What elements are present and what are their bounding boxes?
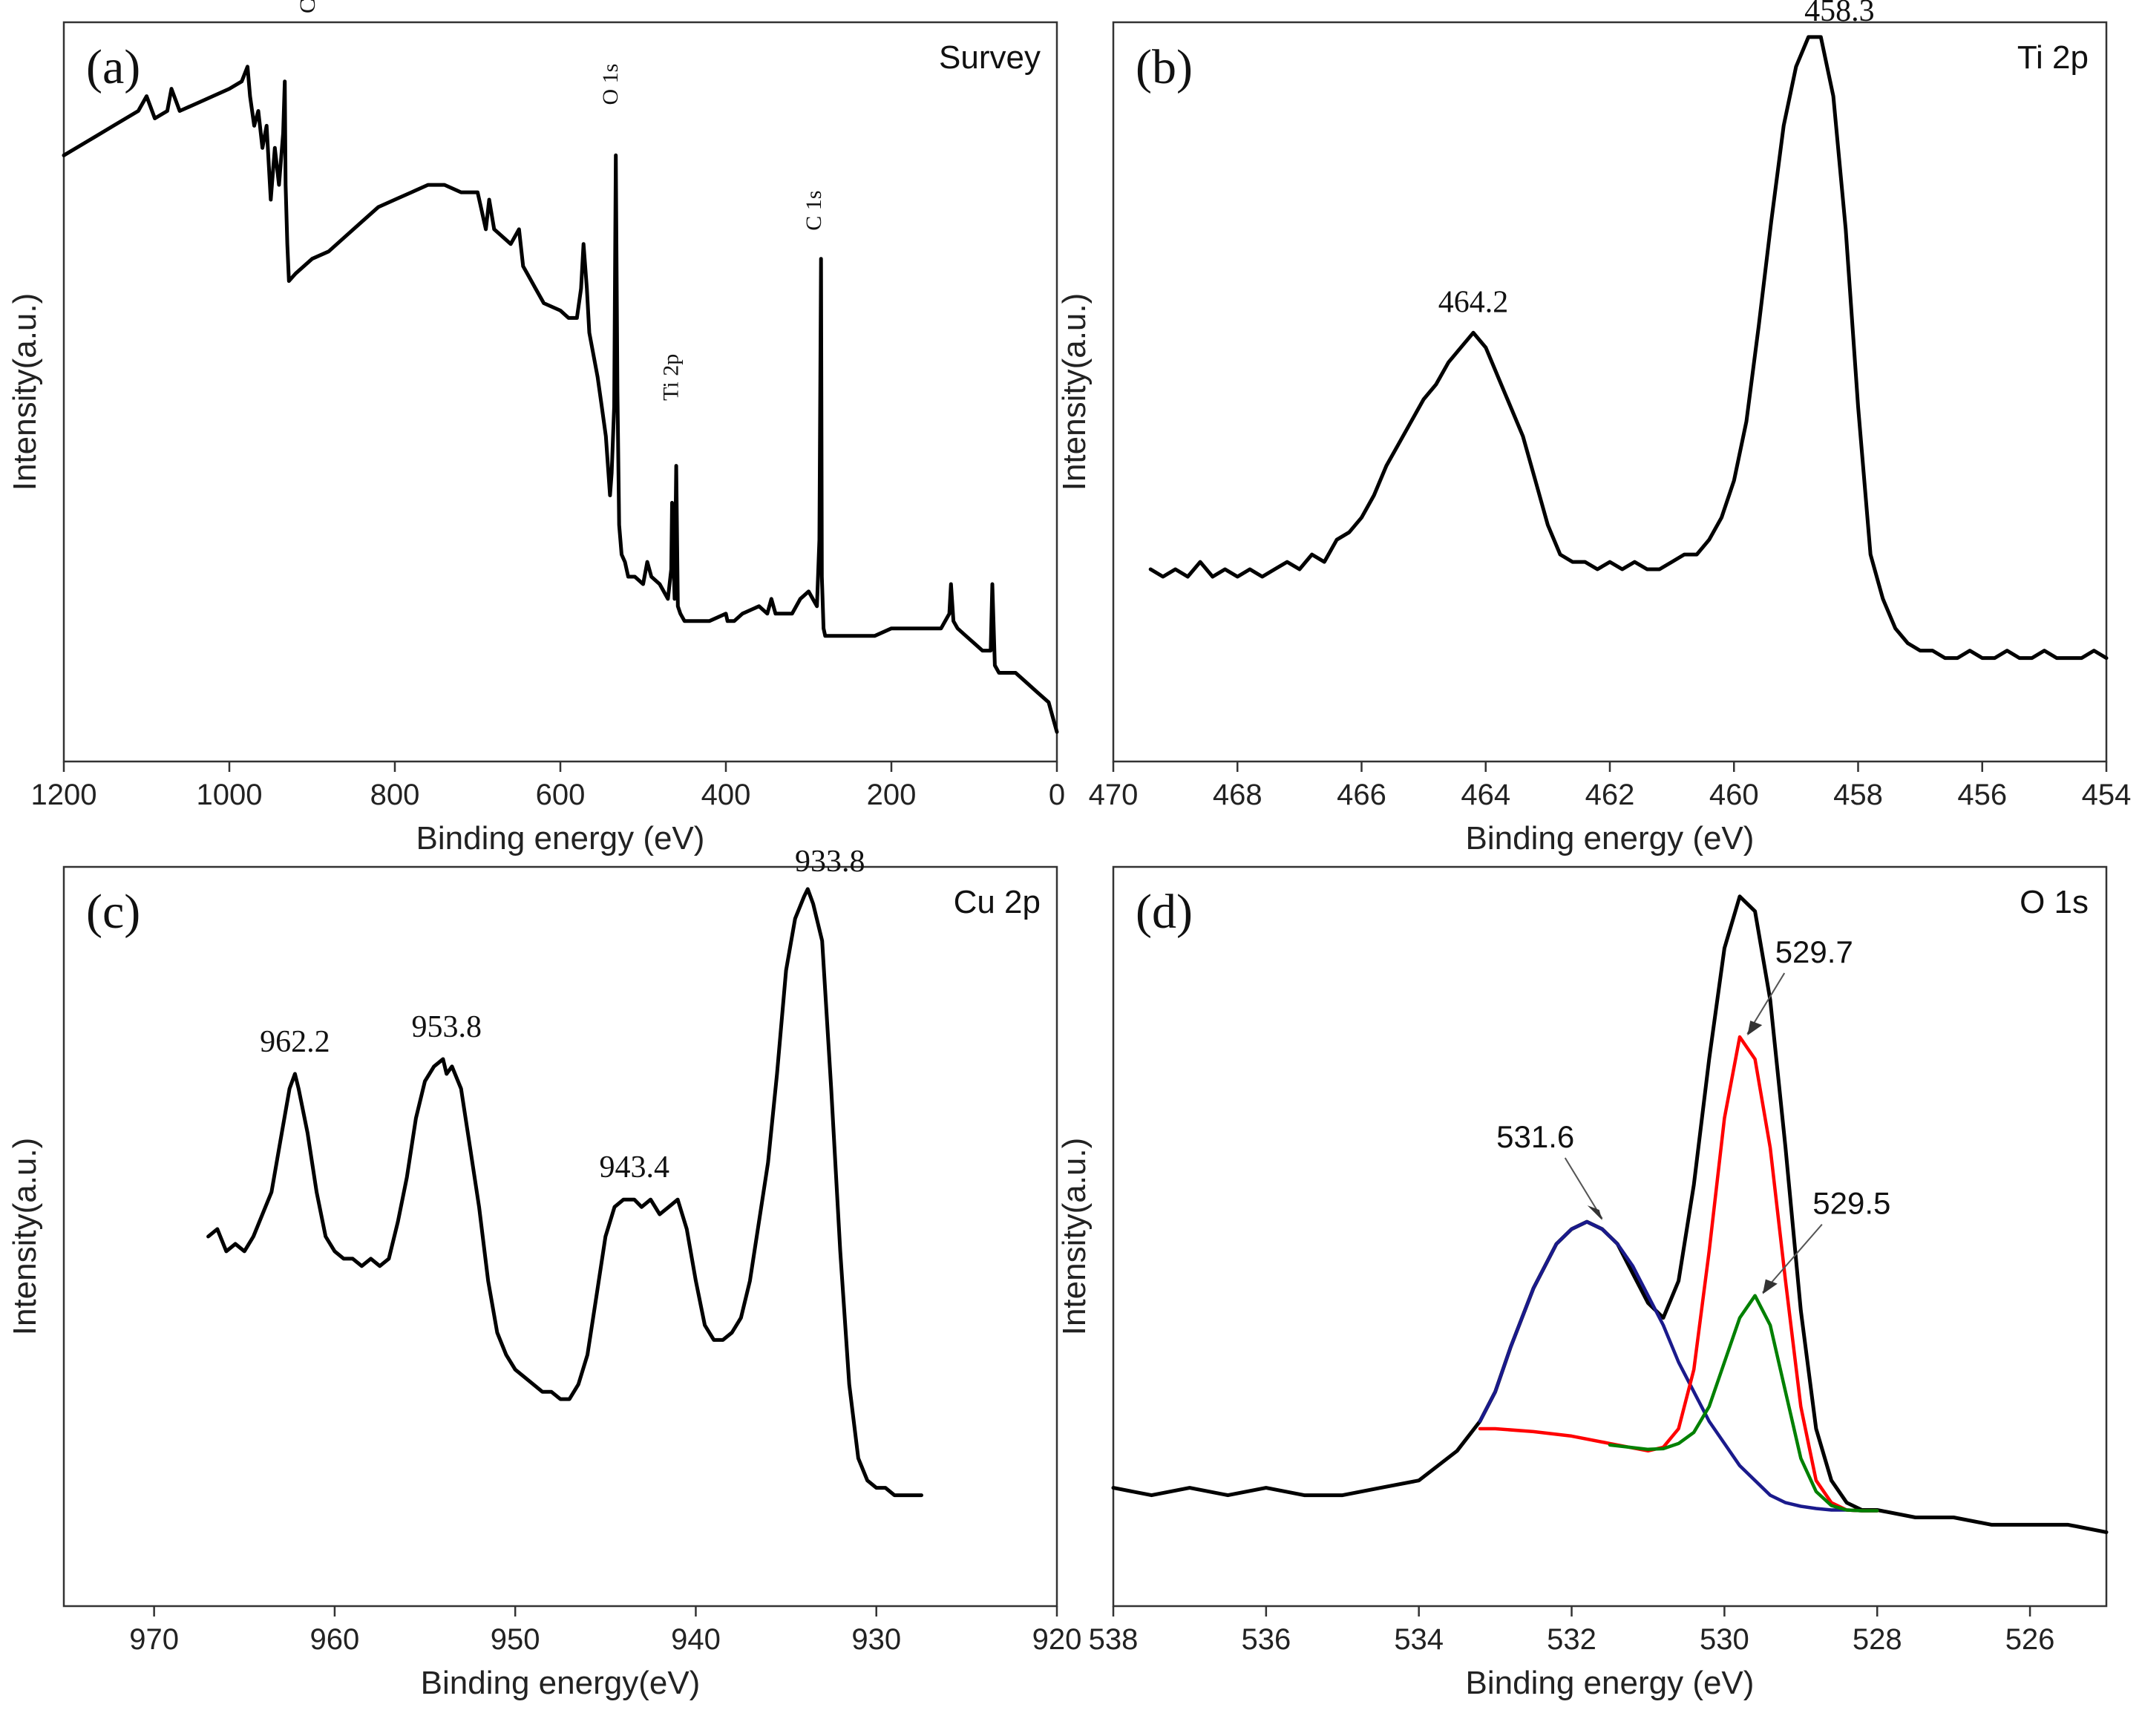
- x-tick-label: 526: [2005, 1623, 2055, 1656]
- peak-label: 933.8: [795, 845, 865, 879]
- x-axis-label: Binding energy (eV): [416, 820, 705, 856]
- panel-label: (d): [1136, 885, 1193, 939]
- y-axis-label: Intensity(a.u.): [1056, 1138, 1093, 1336]
- y-axis-label: Intensity(a.u.): [1056, 293, 1093, 491]
- panel-title: Survey: [939, 39, 1041, 76]
- x-tick-label: 460: [1709, 779, 1759, 811]
- series-line-529-5: [1608, 1294, 1879, 1513]
- peak-label: 464.2: [1438, 285, 1509, 319]
- annotation-arrowhead: [1762, 1279, 1778, 1294]
- x-tick-label: 950: [491, 1623, 540, 1656]
- x-tick-label: 538: [1089, 1623, 1139, 1656]
- series-line-survey: [62, 65, 1059, 734]
- x-tick-label: 456: [1957, 779, 2007, 811]
- series-line-529-7: [1478, 1035, 1879, 1513]
- panel-title: Ti 2p: [2017, 39, 2089, 76]
- x-tick-label: 536: [1241, 1623, 1291, 1656]
- x-axis-label: Binding energy (eV): [1466, 820, 1755, 856]
- annotation-arrowhead: [1587, 1205, 1602, 1221]
- x-tick-label: 970: [129, 1623, 179, 1656]
- peak-label: O 1s: [598, 64, 623, 105]
- peak-label: 529.5: [1812, 1186, 1890, 1221]
- series-line-531-6: [1478, 1219, 1879, 1513]
- x-tick-label: 200: [867, 779, 917, 811]
- x-tick-label: 532: [1547, 1623, 1596, 1656]
- x-axis-label: Binding energy (eV): [1466, 1665, 1755, 1701]
- x-tick-label: 470: [1089, 779, 1139, 811]
- panel-title: O 1s: [2020, 884, 2089, 920]
- panel-c: 970 960 950 940 930 920 Binding energy(eV) Inte…: [7, 845, 1081, 1701]
- peak-label: 943.4: [599, 1150, 669, 1185]
- x-tick-label: 800: [370, 779, 420, 811]
- peak-label: 962.2: [260, 1025, 330, 1059]
- x-tick-label: 400: [701, 779, 751, 811]
- x-tick-label: 528: [1853, 1623, 1902, 1656]
- panel-title: Cu 2p: [954, 884, 1041, 920]
- x-tick-label: 930: [851, 1623, 901, 1656]
- x-tick-label: 960: [310, 1623, 360, 1656]
- x-tick-label: 0: [1049, 779, 1065, 811]
- plot-frame: [1112, 865, 2108, 1608]
- y-axis-label: Intensity(a.u.): [7, 1138, 43, 1336]
- panel-label: (b): [1136, 40, 1193, 94]
- panel-b: 470 468 466 464 462 460 458 456 454 Binding energ…: [1056, 0, 2131, 856]
- peak-label: 458.3: [1804, 0, 1875, 28]
- panel-a: 1200 1000 800 600 400 200 0 Binding energy (eV)…: [7, 0, 1065, 856]
- plot-frame: [1112, 21, 2108, 763]
- x-tick-label: 600: [536, 779, 586, 811]
- x-tick-label: 462: [1585, 779, 1635, 811]
- series-line-raw: [1111, 894, 2109, 1534]
- peak-label: 529.7: [1775, 934, 1853, 969]
- series-line-ti-2p: [1148, 35, 2109, 661]
- plot-frame: [62, 865, 1058, 1608]
- peak-label: Cu 2p3: [295, 0, 320, 13]
- x-tick-label: 468: [1213, 779, 1262, 811]
- annotation-arrow: [1762, 1224, 1823, 1294]
- x-tick-label: 530: [1700, 1623, 1749, 1656]
- annotation-arrowhead: [1747, 1021, 1763, 1036]
- plot-frame: [62, 21, 1058, 763]
- panel-d: 538 536 534 532 530 528 526 Binding energy (eV)…: [1056, 865, 2109, 1701]
- x-tick-label: 454: [2082, 779, 2132, 811]
- x-tick-label: 466: [1337, 779, 1386, 811]
- x-tick-label: 464: [1461, 779, 1510, 811]
- x-tick-label: 458: [1833, 779, 1883, 811]
- x-tick-label: 534: [1394, 1623, 1444, 1656]
- peak-label: 531.6: [1496, 1119, 1574, 1154]
- x-tick-label: 1000: [197, 779, 263, 811]
- peak-label: Ti 2p: [658, 354, 683, 401]
- panel-label: (c): [86, 885, 140, 939]
- x-tick-label: 1200: [31, 779, 97, 811]
- x-tick-label: 920: [1032, 1623, 1082, 1656]
- y-axis-label: Intensity(a.u.): [7, 293, 43, 491]
- panel-label: (a): [86, 40, 140, 94]
- x-tick-label: 940: [671, 1623, 721, 1656]
- peak-label: C 1s: [802, 191, 826, 231]
- annotation-arrow: [1564, 1157, 1603, 1219]
- x-axis-label: Binding energy(eV): [421, 1665, 701, 1701]
- series-line-cu-2p: [206, 887, 923, 1498]
- peak-label: 953.8: [411, 1010, 482, 1044]
